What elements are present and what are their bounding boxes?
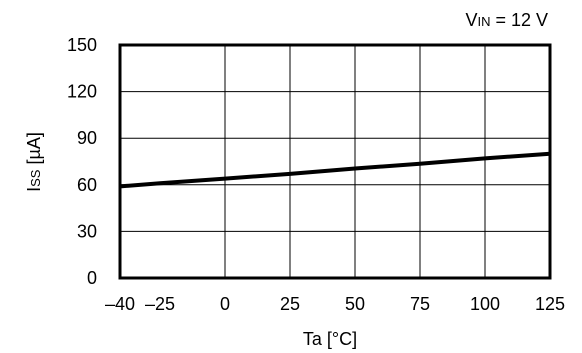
x-tick-label: 100 <box>470 294 500 314</box>
y-tick-labels: 0 30 60 90 120 150 <box>67 35 97 288</box>
x-tick-labels: –40 –25 0 25 50 75 100 125 <box>105 294 565 314</box>
x-tick-label: 0 <box>220 294 230 314</box>
condition-value: = 12 V <box>490 10 548 30</box>
series-layer <box>119 151 551 189</box>
x-tick-label: –25 <box>145 294 175 314</box>
plot-frame <box>118 43 552 280</box>
x-axis-label: Ta [°C] <box>303 329 357 349</box>
y-axis-label: ISS [µA] <box>24 132 44 192</box>
series-line <box>119 151 551 189</box>
y-axis-label-symbol: I <box>24 187 44 192</box>
x-tick-label: 125 <box>535 294 565 314</box>
y-tick-label: 30 <box>77 221 97 241</box>
y-tick-label: 150 <box>67 35 97 55</box>
x-tick-label: 75 <box>410 294 430 314</box>
x-tick-label: 25 <box>280 294 300 314</box>
condition-subscript: IN <box>477 14 490 29</box>
x-tick-label: –40 <box>105 294 135 314</box>
y-axis-label-subscript: SS <box>28 169 43 187</box>
y-tick-label: 60 <box>77 175 97 195</box>
x-tick-label: 50 <box>345 294 365 314</box>
grid <box>120 45 550 278</box>
condition-symbol: V <box>465 10 477 30</box>
y-tick-label: 90 <box>77 128 97 148</box>
y-tick-label: 0 <box>87 268 97 288</box>
y-tick-label: 120 <box>67 82 97 102</box>
condition-label: VIN = 12 V <box>465 10 548 30</box>
y-axis-label-unit: [µA] <box>24 132 44 169</box>
